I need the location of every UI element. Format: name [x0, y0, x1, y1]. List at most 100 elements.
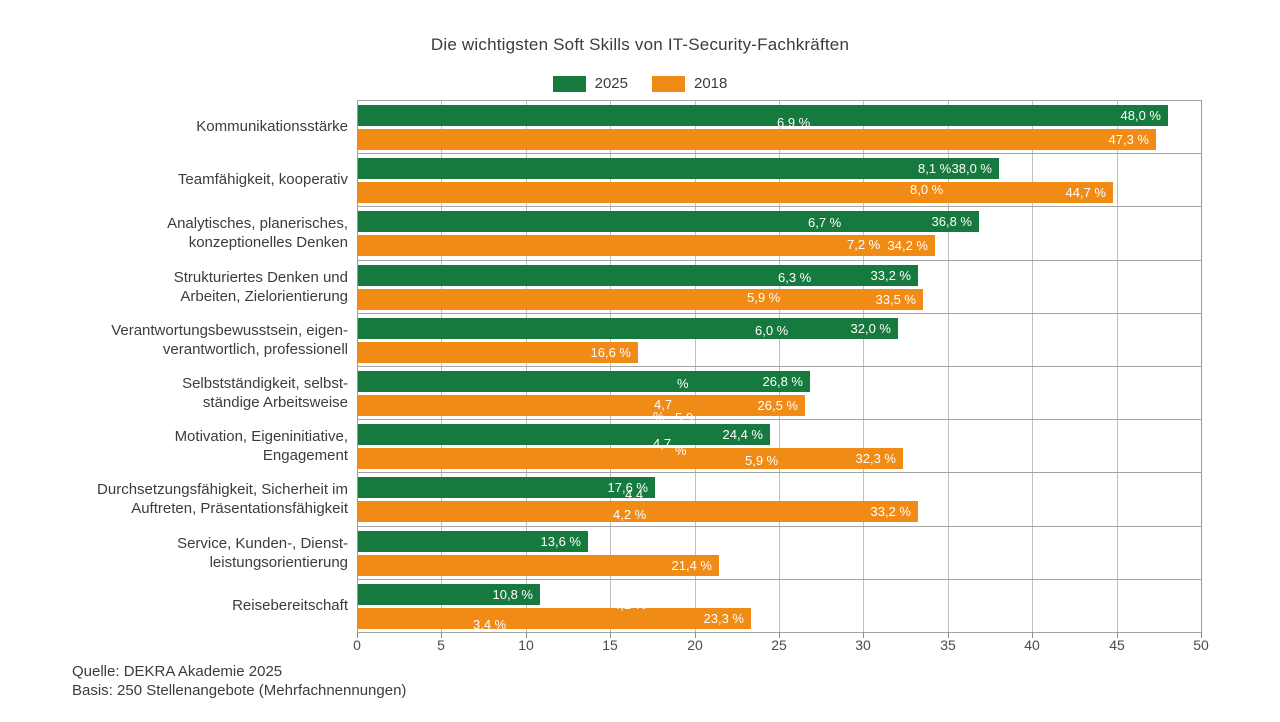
category-label-line: Motivation, Eigeninitiative, [174, 427, 348, 445]
x-tick-0 [357, 632, 358, 638]
category-label-line: ständige Arbeitsweise [202, 393, 348, 411]
bar-2025-row6: 26,8 % [358, 371, 810, 392]
bar-value-2025-row2: 38,0 % [951, 161, 992, 176]
x-tick-45 [1117, 632, 1118, 638]
chart-title: Die wichtigsten Soft Skills von IT-Secur… [430, 35, 850, 54]
x-tick-label-40: 40 [1024, 637, 1040, 653]
legend-swatch-2025 [552, 75, 586, 92]
bar-value-2025-row9: 13,6 % [540, 534, 581, 549]
x-tick-5 [441, 632, 442, 638]
x-tick-10 [526, 632, 527, 638]
x-tick-label-50: 50 [1193, 637, 1209, 653]
row-separator [357, 419, 1202, 420]
basis-line: Basis: 250 Stellenangebote (Mehrfachnenn… [72, 682, 407, 699]
x-tick-label-10: 10 [518, 637, 534, 653]
bar-2025-row1: 48,0 % [358, 105, 1168, 126]
ghost-label-9: % [677, 376, 689, 391]
x-tick-label-20: 20 [687, 637, 703, 653]
ghost-label-10: 4,7 [654, 397, 673, 412]
bar-2025-row5: 32,0 % [358, 318, 898, 339]
x-tick-35 [948, 632, 949, 638]
x-tick-label-5: 5 [437, 637, 445, 653]
bar-value-2025-row3: 36,8 % [931, 214, 972, 229]
bar-value-2025-row8: 17,6 % [607, 480, 648, 495]
ghost-label-6: 6,3 % [778, 270, 812, 285]
x-tick-50 [1201, 632, 1202, 638]
bar-2025-row9: 13,6 % [358, 531, 588, 552]
bar-2025-row3: 36,8 % [358, 211, 979, 232]
category-label-row2: Teamfähigkeit, kooperativ [40, 153, 348, 206]
source-note: Quelle: DEKRA Akademie 2025 Basis: 250 S… [72, 662, 406, 700]
ghost-label-13: 4,7 [653, 436, 672, 451]
bar-2025-row2: 38,0 % [358, 158, 999, 179]
category-label-line: Arbeiten, Zielorientierung [180, 287, 348, 305]
bar-2025-row4: 33,2 % [358, 265, 918, 286]
x-tick-15 [610, 632, 611, 638]
x-tick-25 [779, 632, 780, 638]
plot-area: 48,0 % 47,3 % 38,0 % 44,7 % 36,8 % 34,2 % 33,2… [357, 100, 1202, 633]
bar-value-2025-row10: 10,8 % [492, 587, 533, 602]
bar-2018-row5: 16,6 % [358, 342, 638, 363]
legend-label-2018: 2018 [694, 75, 728, 92]
category-label-line: Kommunikationsstärke [196, 118, 348, 135]
bar-value-2018-row9: 21,4 % [671, 558, 712, 573]
plot-top-border [357, 100, 1202, 101]
ghost-label-7: 5,9 % [747, 290, 781, 305]
ghost-label-5: 7,2 % [847, 237, 881, 252]
ghost-label-16: 4,4 [625, 487, 644, 502]
row-separator [357, 526, 1202, 527]
bar-2018-row1: 47,3 % [358, 129, 1156, 150]
bar-2018-row9: 21,4 % [358, 555, 719, 576]
category-label-row1: Kommunikationsstärke [40, 100, 348, 153]
bar-value-2025-row6: 26,8 % [762, 374, 803, 389]
bar-value-2025-row4: 33,2 % [870, 268, 911, 283]
ghost-label-1: 6,9 % [777, 115, 811, 130]
ghost-label-18: 4,2 % [613, 597, 647, 612]
bar-value-2018-row4: 33,5 % [875, 292, 916, 307]
category-label-line: Reisebereitschaft [232, 597, 348, 614]
category-label-row5: Verantwortungsbewusstsein, eigen-verantw… [40, 313, 348, 366]
bar-value-2018-row3: 34,2 % [887, 238, 928, 253]
bar-value-2018-row2: 44,7 % [1065, 185, 1106, 200]
category-label-line: Engagement [262, 446, 348, 464]
category-label-line: Analytisches, planerisches, [167, 214, 348, 232]
category-label-line: konzeptionelles Denken [188, 233, 348, 251]
bar-value-2025-row5: 32,0 % [850, 321, 891, 336]
category-label-line: Teamfähigkeit, kooperativ [177, 171, 348, 188]
bar-2025-row8: 17,6 % [358, 477, 655, 498]
ghost-label-11: % [653, 409, 665, 424]
bar-2018-row8: 33,2 % [358, 501, 918, 522]
ghost-label-3: 8,0 % [910, 182, 944, 197]
category-label-line: leistungsorientierung [209, 553, 348, 571]
bar-value-2018-row1: 47,3 % [1108, 132, 1149, 147]
ghost-label-19: 3,4 % [473, 617, 507, 632]
row-separator [357, 313, 1202, 314]
category-label-line: Selbstständigkeit, selbst- [182, 374, 348, 392]
row-separator [357, 472, 1202, 473]
x-tick-label-25: 25 [771, 637, 787, 653]
category-label-line: Durchsetzungsfähigkeit, Sicherheit im [97, 480, 348, 498]
category-label-row7: Motivation, Eigeninitiative, Engagement [40, 419, 348, 472]
x-tick-20 [695, 632, 696, 638]
row-separator [357, 153, 1202, 154]
bar-value-2018-row7: 32,3 % [855, 451, 896, 466]
bar-2025-row10: 10,8 % [358, 584, 540, 605]
bar-value-2018-row8: 33,2 % [870, 504, 911, 519]
category-label-row4: Strukturiertes Denken und Arbeiten, Zielo… [40, 260, 348, 313]
category-label-line: verantwortlich, professionell [162, 340, 348, 358]
category-label-row3: Analytisches, planerisches, konzeptionell… [40, 206, 348, 259]
row-separator [357, 366, 1202, 367]
bar-value-2018-row5: 16,6 % [590, 345, 631, 360]
x-tick-label-15: 15 [602, 637, 618, 653]
row-separator [357, 260, 1202, 261]
bar-value-2018-row10: 23,3 % [703, 611, 744, 626]
bar-value-2025-row7: 24,4 % [722, 427, 763, 442]
category-label-line: Verantwortungsbewusstsein, eigen- [111, 321, 348, 339]
bar-2018-row10: 23,3 % [358, 608, 751, 629]
legend-item-2018: 2018 [652, 75, 727, 92]
ghost-label-12: 5,9 [675, 410, 694, 425]
x-tick-label-0: 0 [353, 637, 361, 653]
category-label-line: Service, Kunden-, Dienst- [177, 534, 348, 552]
ghost-label-2: 8,1 % [918, 161, 952, 176]
